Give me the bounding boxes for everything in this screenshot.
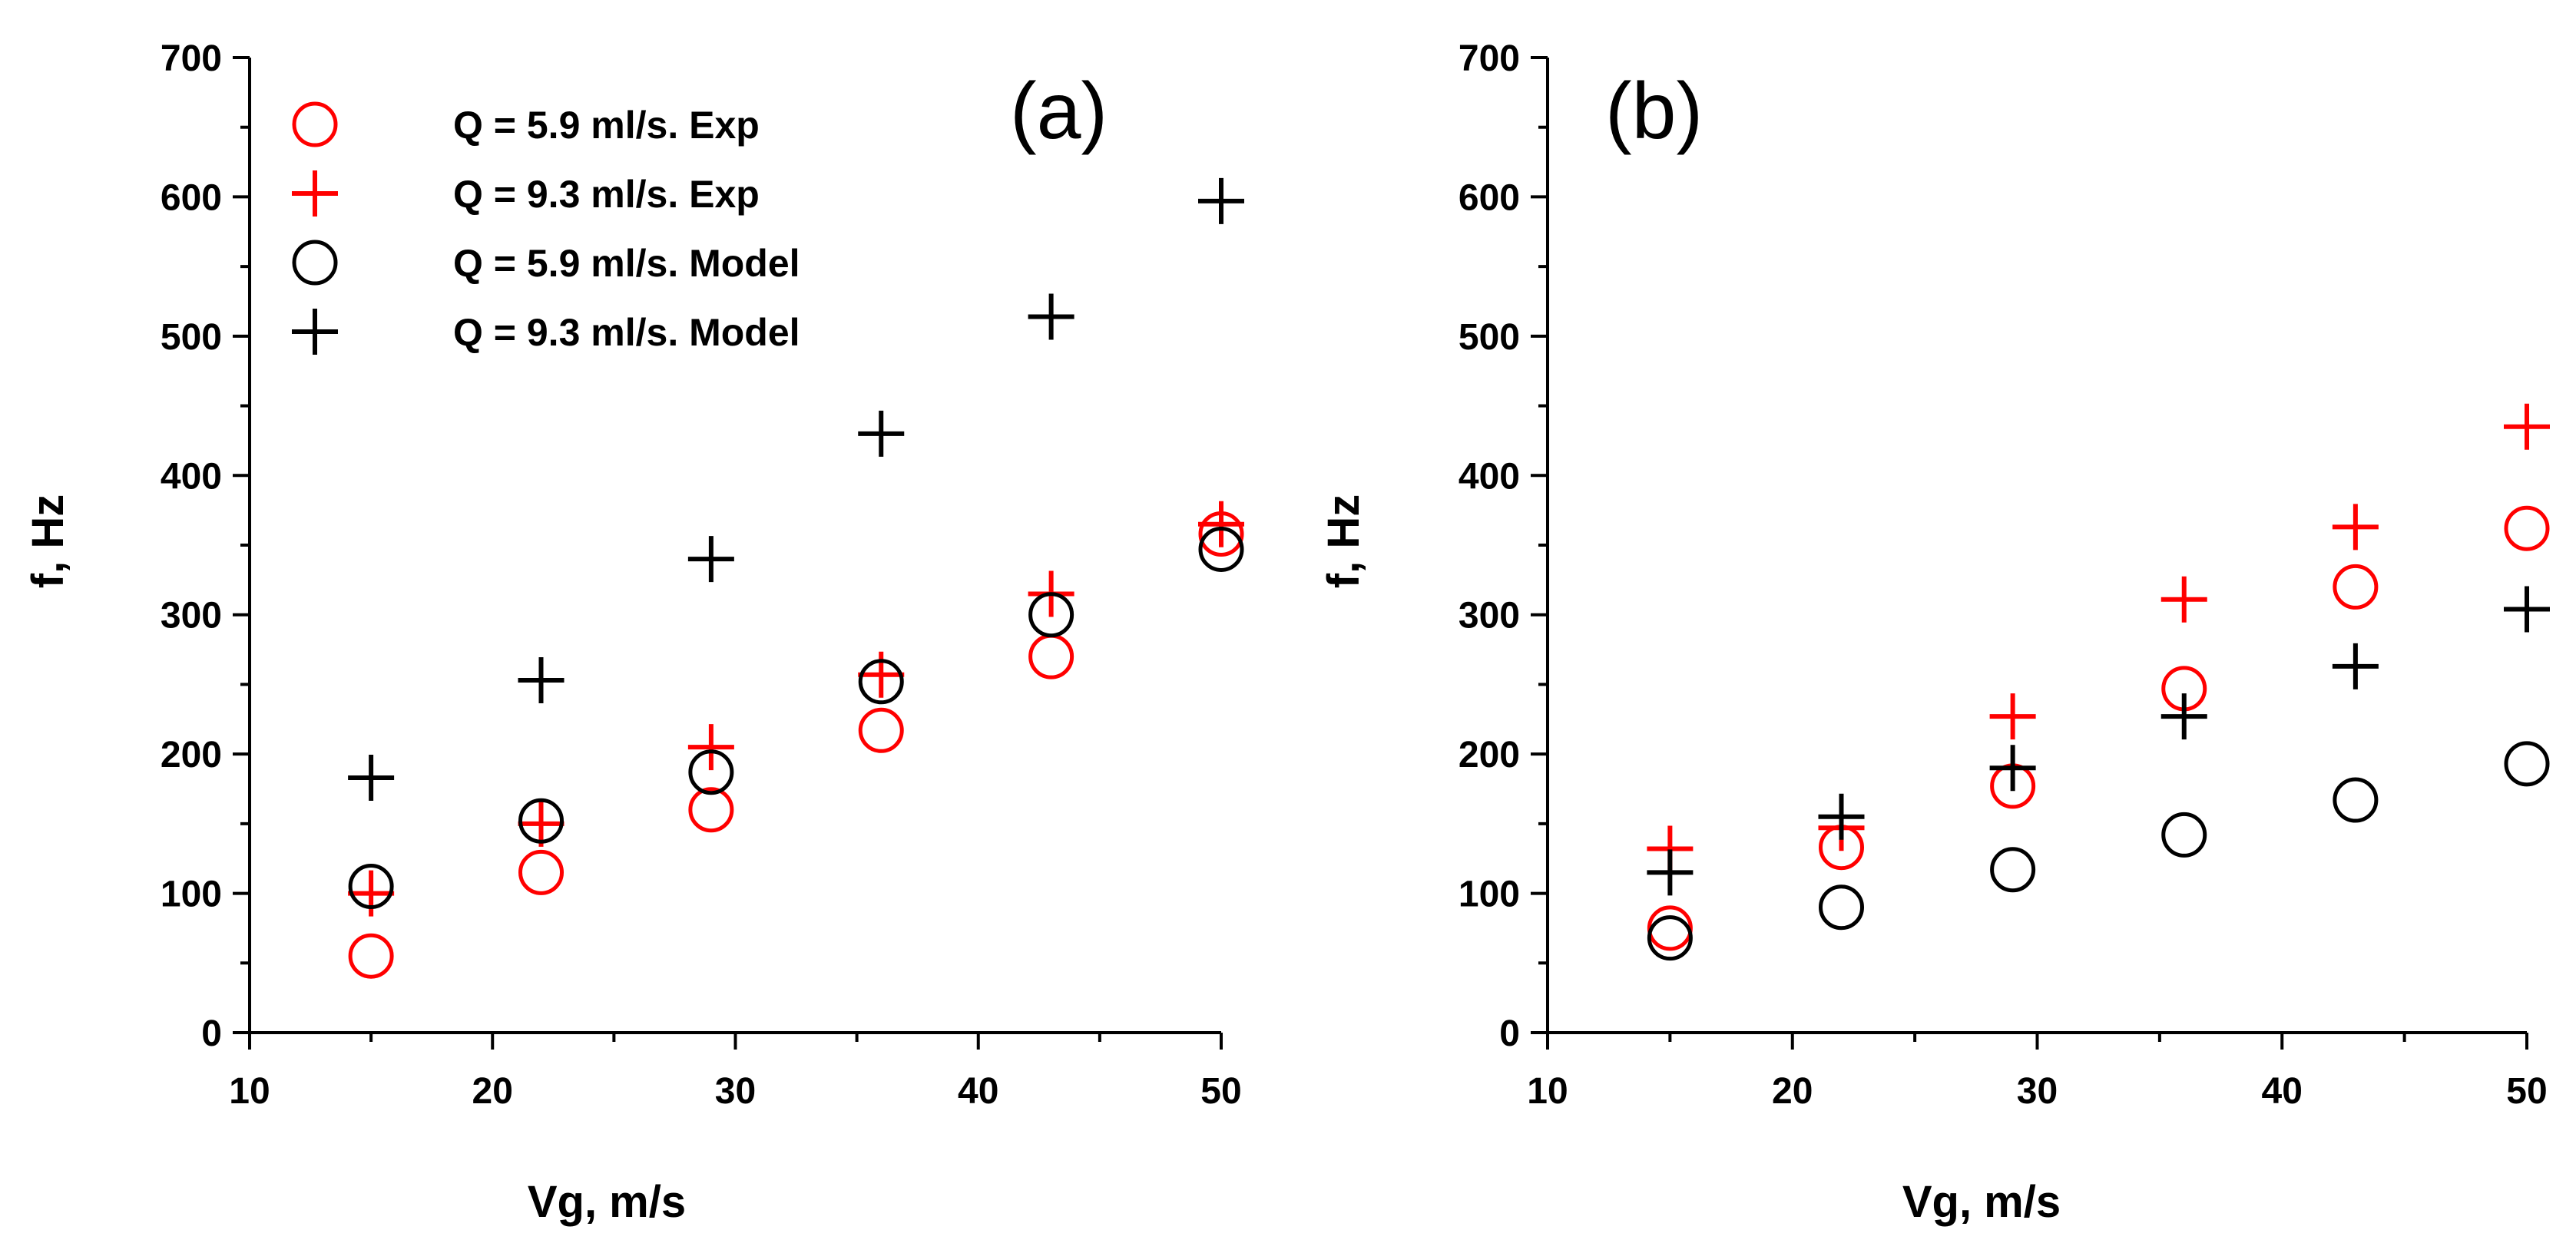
legend-symbol (292, 309, 338, 355)
y-tick-label-b: 300 (1459, 596, 1520, 636)
y-tick-label-b: 100 (1459, 874, 1520, 915)
data-point (688, 787, 734, 833)
data-point (348, 933, 394, 979)
data-point (1989, 745, 2036, 792)
legend-label-model-5-9: Q = 5.9 ml/s. Model (453, 242, 800, 285)
legend: Q = 5.9 ml/s. Exp Q = 9.3 ml/s. Exp Q = … (292, 101, 800, 355)
x-tick-label-b: 40 (2262, 1071, 2303, 1112)
x-tick-label-b: 20 (1772, 1071, 1813, 1112)
data-point (687, 536, 734, 583)
x-tick-label-a: 20 (472, 1071, 513, 1112)
y-tick-label-b: 400 (1459, 456, 1520, 497)
series-a-2 (348, 526, 1244, 909)
data-point (2504, 741, 2550, 787)
series-b-2 (1647, 741, 2550, 961)
x-axis-title-b: Vg, m/s (1902, 1177, 2061, 1227)
y-tick-label-a: 300 (161, 596, 222, 636)
data-point (1028, 592, 1074, 638)
data-point (2160, 693, 2207, 740)
y-tick-label-a: 600 (161, 177, 222, 218)
y-tick-label-a: 200 (161, 735, 222, 775)
data-point (1989, 693, 2036, 740)
legend-symbol (292, 170, 338, 217)
y-tick-label-b: 500 (1459, 317, 1520, 358)
y-tick-label-b: 600 (1459, 177, 1520, 218)
x-tick-label-b: 30 (2017, 1071, 2058, 1112)
data-point (2161, 812, 2207, 858)
y-axis-title-b: f, Hz (1319, 494, 1369, 588)
data-point (1819, 884, 1864, 931)
series-a-1 (348, 501, 1244, 917)
legend-label-exp-9-3: Q = 9.3 ml/s. Exp (453, 173, 760, 216)
y-tick-label-b: 0 (1499, 1013, 1520, 1054)
data-point (1198, 526, 1244, 572)
data-point (2504, 505, 2550, 551)
y-tick-label-a: 0 (201, 1013, 222, 1054)
data-point (687, 724, 734, 771)
data-point (2333, 564, 2379, 610)
data-point (2504, 403, 2550, 450)
data-point (2333, 777, 2379, 823)
y-tick-label-a: 100 (161, 874, 222, 915)
y-tick-label-b: 700 (1459, 38, 1520, 79)
data-point (2504, 586, 2550, 633)
legend-symbol (292, 240, 338, 286)
data-point (1990, 847, 2036, 893)
series-a-0 (348, 511, 1244, 979)
panel-label-b: (b) (1605, 67, 1703, 156)
data-point (2160, 576, 2207, 623)
x-tick-label-a: 10 (229, 1071, 270, 1112)
series-b-1 (1647, 403, 2550, 872)
axes-b (1546, 58, 2527, 1034)
data-point (348, 864, 394, 909)
data-point (1028, 633, 1074, 679)
data-point (1818, 793, 1865, 840)
data-point (2332, 643, 2379, 689)
x-tick-label-b: 10 (1527, 1071, 1568, 1112)
y-tick-label-a: 400 (161, 456, 222, 497)
data-point (858, 651, 905, 698)
data-point (1647, 849, 1694, 896)
data-point (518, 849, 564, 895)
data-point (348, 754, 395, 801)
legend-label-model-9-3: Q = 9.3 ml/s. Model (453, 311, 800, 354)
chart-panel-a: (a) Vg, m/s f, Hz Q = 5.9 ml/s. Exp Q = … (23, 38, 1244, 1227)
data-point (518, 798, 564, 844)
x-tick-label-a: 30 (715, 1071, 756, 1112)
series-b-0 (1647, 505, 2550, 951)
data-point (1198, 177, 1244, 224)
y-tick-label-a: 500 (161, 317, 222, 358)
x-tick-label-a: 50 (1200, 1071, 1241, 1112)
data-point (688, 749, 734, 795)
x-tick-label-a: 40 (958, 1071, 998, 1112)
data-point (1198, 501, 1244, 547)
legend-label-exp-5-9: Q = 5.9 ml/s. Exp (453, 104, 760, 147)
data-point (348, 870, 395, 917)
series-b-3 (1647, 586, 2550, 896)
y-axis-title-a: f, Hz (23, 494, 73, 588)
data-point (858, 659, 904, 705)
panel-label-a: (a) (1010, 67, 1108, 156)
data-point (2332, 504, 2379, 550)
x-axis-title-a: Vg, m/s (528, 1177, 686, 1227)
data-point (858, 410, 905, 457)
chart-panel-b: (b) Vg, m/s f, Hz 0 100 200 300 400 500 600 700… (1319, 38, 2550, 1227)
data-point (1028, 293, 1074, 340)
series-a-3 (348, 177, 1244, 801)
data-point (518, 800, 565, 847)
legend-symbol (292, 101, 338, 147)
data-point (858, 707, 904, 753)
data-point (518, 656, 565, 703)
data-point (1647, 915, 1693, 961)
y-tick-label-b: 200 (1459, 735, 1520, 775)
data-point (1647, 905, 1693, 951)
y-tick-label-a: 700 (161, 38, 222, 79)
x-tick-label-b: 50 (2506, 1071, 2547, 1112)
